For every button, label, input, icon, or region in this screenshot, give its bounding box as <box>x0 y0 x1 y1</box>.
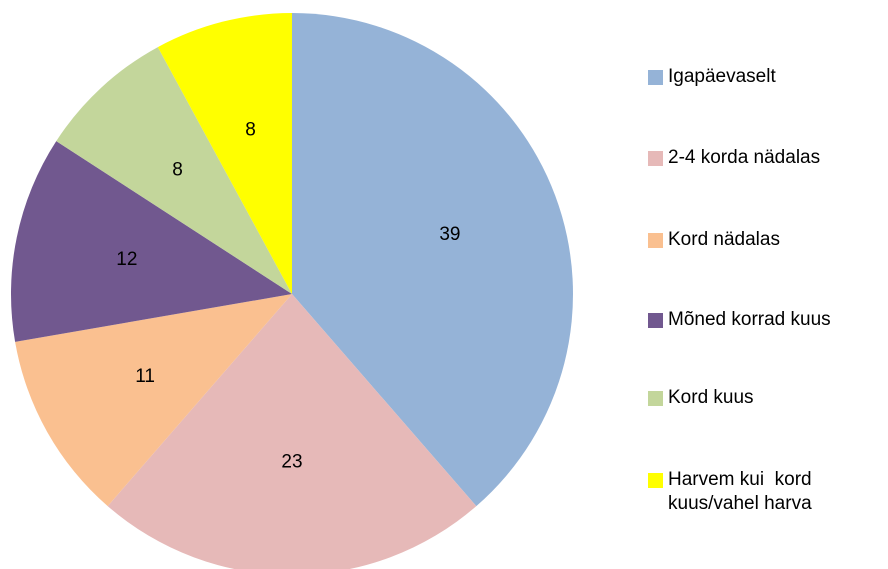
data-label: 23 <box>281 452 302 473</box>
legend-label: 2-4 korda nädalas <box>668 147 821 168</box>
pie-slice <box>15 294 293 507</box>
legend-swatch <box>648 233 663 248</box>
legend-item: Mõned korrad kuus <box>648 308 883 332</box>
legend-label: Mõned korrad kuus <box>668 309 831 330</box>
legend-swatch <box>648 151 663 166</box>
legend-item: 2-4 korda nädalas <box>648 146 883 170</box>
legend-label: Harvem kui kord kuus/vahel harva <box>668 469 817 514</box>
legend-item: Kord nädalas <box>648 228 883 252</box>
pie-slice <box>11 141 293 342</box>
legend-swatch <box>648 313 663 328</box>
pie-slice <box>292 13 573 507</box>
data-label: 8 <box>172 159 183 180</box>
legend-swatch <box>648 473 663 488</box>
legend-label: Igapäevaselt <box>668 66 776 87</box>
legend-swatch <box>648 391 663 406</box>
pie-slice <box>107 294 477 569</box>
legend-item: Igapäevaselt <box>648 65 883 89</box>
legend-swatch <box>648 70 663 85</box>
legend-label: Kord nädalas <box>668 229 780 250</box>
data-label: 8 <box>245 120 256 141</box>
legend-item: Harvem kui kord kuus/vahel harva <box>648 468 883 516</box>
data-label: 11 <box>135 366 155 387</box>
pie-area: 39 23 11 12 8 8 <box>11 13 573 569</box>
data-label: 39 <box>439 224 460 245</box>
legend-item: Kord kuus <box>648 386 883 410</box>
pie-slice <box>157 13 292 294</box>
pie-slice <box>56 47 293 294</box>
legend-label: Kord kuus <box>668 387 754 408</box>
data-label: 12 <box>116 249 137 270</box>
